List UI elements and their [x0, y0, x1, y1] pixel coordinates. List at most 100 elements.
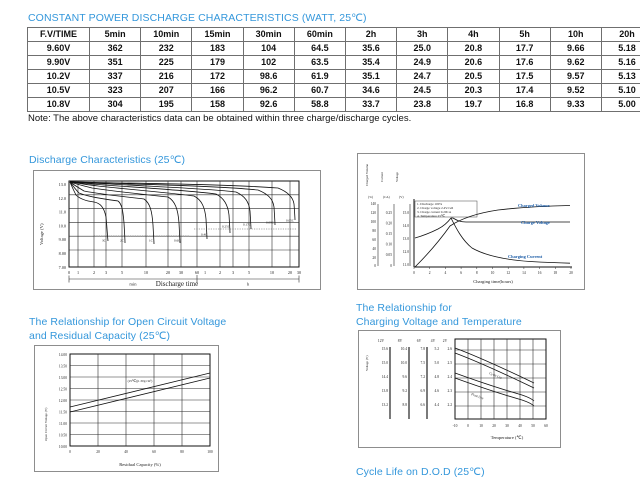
table-cell: 96.2: [242, 83, 295, 98]
svg-text:2: 2: [429, 271, 431, 275]
table-row: 9.90V 351 225 179 102 63.5 35.4 24.9 20.6 17.6 9.6…: [27, 55, 640, 70]
table-cell: 92.6: [242, 97, 295, 112]
svg-text:5: 5: [121, 270, 123, 275]
table-row: 10.5V 323 207 166 96.2 60.7 34.6 24.5 20.3 17.4 9.…: [27, 83, 640, 98]
svg-text:5.0: 5.0: [435, 361, 440, 365]
svg-text:20: 20: [372, 256, 376, 260]
table-row-label: 10.2V: [27, 69, 90, 84]
svg-text:Cycle Use: Cycle Use: [489, 371, 504, 380]
table-row: 10.2V 337 216 172 98.6 61.9 35.1 24.7 20.5 17.5 9.…: [27, 69, 640, 84]
svg-text:2.4: 2.4: [448, 375, 453, 379]
svg-text:7.5: 7.5: [421, 361, 426, 365]
table-cell: 5.18: [600, 41, 640, 56]
svg-text:20: 20: [288, 270, 292, 275]
table-cell: 9.33: [549, 97, 602, 112]
svg-text:0: 0: [467, 424, 469, 428]
table-cell: 337: [88, 69, 142, 84]
svg-text:18: 18: [554, 271, 558, 275]
table-cell: 5.16: [600, 55, 640, 70]
discharge-characteristics-title: Discharge Characteristics (25℃): [29, 154, 186, 166]
voltage-unit: (V): [399, 195, 404, 199]
svg-text:14.4: 14.4: [382, 375, 388, 379]
table-cell: 17.6: [498, 55, 551, 70]
table-cell: 23.8: [396, 97, 449, 112]
svg-text:10: 10: [270, 270, 274, 275]
svg-text:3. Charge current 0.20CA: 3. Charge current 0.20CA: [417, 210, 452, 214]
discharge-x-segments: min h: [68, 275, 300, 287]
svg-text:1. Discharge 100%: 1. Discharge 100%: [417, 202, 442, 206]
svg-text:2. Charge voltage 2.4V/cell: 2. Charge voltage 2.4V/cell: [417, 206, 453, 210]
svg-text:11.0: 11.0: [59, 210, 66, 215]
svg-text:0.05: 0.05: [386, 253, 392, 257]
table-cell: 34.6: [344, 83, 398, 98]
table-cell: 5.13: [600, 69, 640, 84]
table-cell: 24.7: [396, 69, 449, 84]
charging-x-axis-label: Charging time(hours): [473, 279, 513, 284]
svg-text:0.25C: 0.25C: [222, 225, 231, 229]
svg-text:0.10: 0.10: [386, 243, 392, 247]
svg-text:4: 4: [445, 271, 447, 275]
svg-text:60: 60: [372, 238, 376, 242]
svg-text:20: 20: [96, 450, 100, 454]
svg-text:16: 16: [538, 271, 542, 275]
ocv-x-ticks: 0 20 40 60 80 100: [69, 450, 213, 454]
svg-text:13.2: 13.2: [382, 403, 388, 407]
svg-text:13.0: 13.0: [403, 237, 409, 241]
table-row-label: 10.8V: [27, 97, 90, 112]
table-cell: 104: [242, 41, 295, 56]
svg-text:6: 6: [460, 271, 462, 275]
charging-annotations: Charged Volume Charge Voltage Charging C…: [508, 203, 550, 259]
svg-text:Charged Volume: Charged Volume: [518, 203, 550, 208]
svg-text:8.00: 8.00: [59, 251, 66, 256]
svg-text:4.8: 4.8: [435, 375, 440, 379]
table-cell: 304: [88, 97, 142, 112]
table-cell: 362: [88, 41, 142, 56]
table-row: 10.8V 304 195 158 92.6 58.8 33.7 23.8 19.7 16.8 9.…: [27, 97, 640, 112]
chgtemp-x-axis-label: Temperature (℃): [491, 435, 524, 440]
svg-text:15.0: 15.0: [382, 361, 388, 365]
table-cell: 20.5: [447, 69, 500, 84]
svg-text:0: 0: [374, 264, 376, 268]
table-cell: 98.6: [242, 69, 295, 84]
svg-text:0.6C: 0.6C: [174, 239, 181, 243]
table-cell: 35.1: [344, 69, 398, 84]
table-cell: 323: [88, 83, 142, 98]
charging-chart-svg: Charged Volume Current Voltage (%) (CA) …: [365, 163, 573, 284]
ocv-chart-svg: Open Circuit Voltage (V) 14.00 13.50 13.…: [44, 353, 213, 467]
chgtemp-scale-12v: 15.6 15.0 14.4 13.8 13.2: [382, 347, 388, 407]
charging-legend: 1. Discharge 100% 2. Charge voltage 2.4V…: [414, 200, 478, 218]
table-header-cell-0: F.V/TIME: [27, 27, 90, 42]
svg-text:0.09C: 0.09C: [266, 221, 275, 225]
table-cell: 183: [191, 41, 244, 56]
chgtemp-series-labels: Cycle Use Float Use: [471, 371, 504, 400]
table-cell: 24.5: [396, 83, 449, 98]
table-header-cell-3: 15min: [191, 27, 244, 42]
ocv-grid: [69, 353, 211, 447]
svg-text:2.6: 2.6: [448, 347, 453, 351]
cycle-life-title: Cycle Life on D.O.D (25℃): [356, 466, 485, 478]
svg-text:10.4: 10.4: [401, 347, 407, 351]
table-note: Note: The above characteristics data can…: [28, 113, 412, 124]
table-cell: 9.62: [549, 55, 602, 70]
svg-text:0.05C: 0.05C: [286, 219, 295, 223]
svg-text:h: h: [247, 282, 250, 287]
svg-text:60: 60: [152, 450, 156, 454]
svg-text:12.50: 12.50: [59, 388, 67, 392]
svg-text:14.00: 14.00: [59, 353, 67, 357]
svg-text:13.00: 13.00: [59, 376, 67, 380]
table-cell: 5.10: [600, 83, 640, 98]
svg-text:40: 40: [372, 247, 376, 251]
svg-text:12.0: 12.0: [59, 196, 66, 201]
svg-text:20: 20: [569, 271, 573, 275]
table-cell: 20.6: [447, 55, 500, 70]
table-cell: 63.5: [293, 55, 346, 70]
svg-text:14: 14: [522, 271, 526, 275]
svg-text:50: 50: [531, 424, 535, 428]
svg-text:-10: -10: [453, 424, 458, 428]
svg-text:8: 8: [476, 271, 478, 275]
table-header-cell-6: 2h: [344, 27, 398, 42]
ocv-y-axis-label: Open Circuit Voltage (V): [44, 408, 48, 441]
svg-text:10: 10: [491, 271, 495, 275]
svg-text:12.0: 12.0: [403, 250, 409, 254]
svg-text:60: 60: [195, 270, 199, 275]
